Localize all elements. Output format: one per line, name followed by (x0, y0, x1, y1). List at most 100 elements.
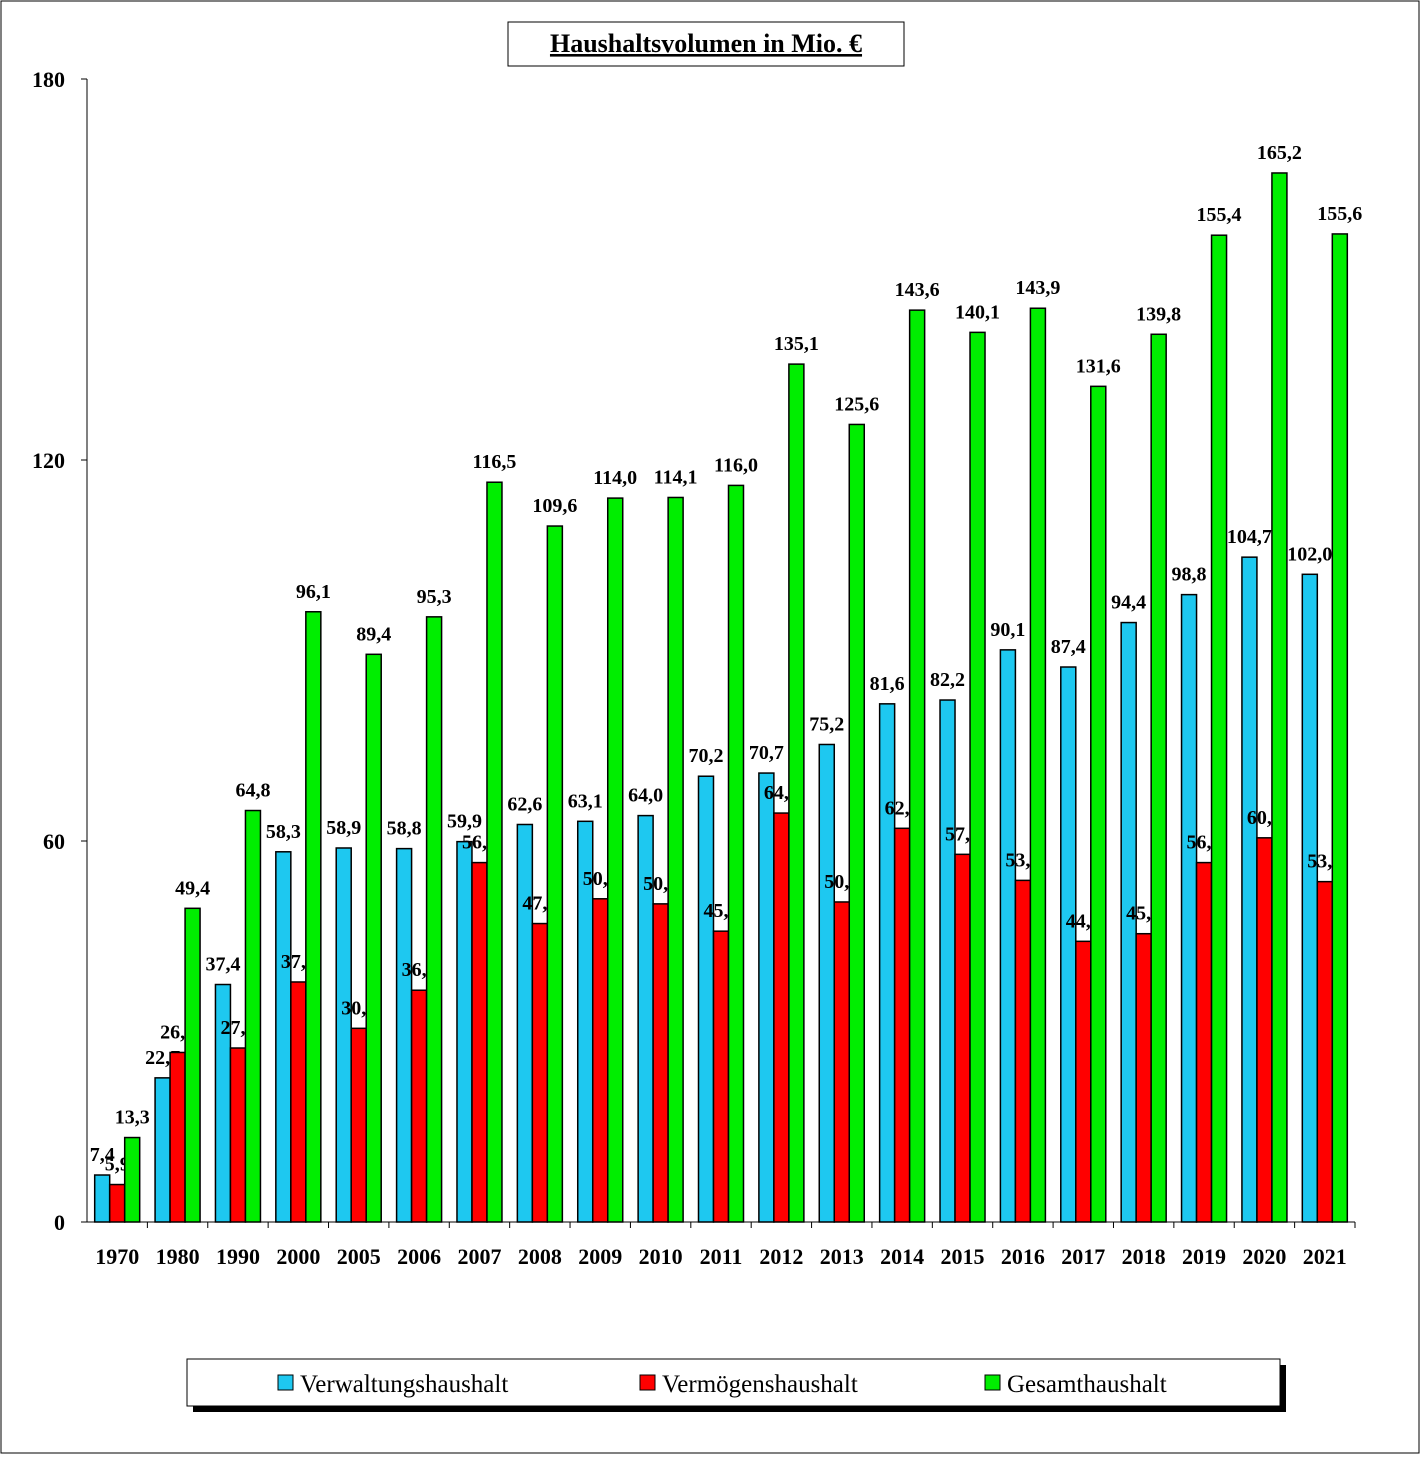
value-label: 155,6 (1317, 203, 1362, 225)
bar (954, 853, 971, 1223)
value-label: 98,8 (1172, 564, 1207, 586)
bar (93, 1174, 111, 1223)
bar (395, 847, 413, 1223)
value-label: 90,1 (990, 619, 1025, 641)
bar (169, 1051, 186, 1223)
value-label: 89,4 (356, 623, 391, 645)
bar (999, 649, 1017, 1223)
legend-swatch (984, 1374, 1001, 1391)
x-tick-label: 1990 (216, 1244, 260, 1269)
y-tick-label: 0 (54, 1210, 65, 1235)
bar (1120, 621, 1137, 1223)
bar (290, 981, 307, 1223)
bar (1195, 861, 1213, 1223)
value-label: 135,1 (774, 333, 819, 355)
bar (123, 1136, 141, 1223)
bar (1331, 233, 1349, 1223)
bar (305, 611, 322, 1223)
x-tick-label: 2006 (397, 1244, 441, 1269)
value-label: 131,6 (1076, 355, 1121, 377)
bar (1060, 666, 1077, 1223)
x-tick-label: 2018 (1122, 1244, 1166, 1269)
bar (486, 481, 503, 1223)
value-label: 143,9 (1015, 277, 1060, 299)
bar (773, 812, 790, 1223)
value-label: 140,1 (955, 301, 1000, 323)
value-label: 104,7 (1227, 526, 1272, 548)
bar (908, 309, 926, 1223)
value-label: 70,7 (749, 742, 784, 764)
x-tick-label: 2017 (1061, 1244, 1105, 1269)
value-label: 62,6 (507, 793, 542, 815)
bar (456, 840, 473, 1223)
x-tick-label: 1970 (95, 1244, 139, 1269)
legend-swatch (277, 1374, 294, 1391)
bar (818, 743, 836, 1223)
bar (184, 907, 201, 1223)
x-tick-label: 2013 (820, 1244, 864, 1269)
x-tick-label: 2014 (880, 1244, 924, 1269)
bar (471, 861, 488, 1223)
value-label: 114,1 (654, 466, 698, 488)
x-tick-label: 2000 (276, 1244, 320, 1269)
value-label: 64,8 (235, 780, 270, 802)
bar (606, 497, 624, 1223)
value-label: 82,2 (930, 669, 965, 691)
bar (365, 653, 382, 1223)
value-label: 5,9 (105, 1154, 130, 1176)
legend-label: Vermögenshaushalt (662, 1371, 858, 1398)
bar (1029, 307, 1047, 1223)
bar (1210, 234, 1228, 1223)
bar (335, 847, 352, 1223)
bar (1180, 593, 1198, 1223)
value-label: 116,0 (714, 454, 758, 476)
value-label: 116,5 (473, 451, 517, 473)
value-label: 64,0 (628, 785, 663, 807)
value-label: 143,6 (895, 279, 940, 301)
x-tick-label: 2019 (1182, 1244, 1226, 1269)
bar (1241, 556, 1258, 1223)
x-tick-label: 2012 (759, 1244, 803, 1269)
bar (939, 699, 956, 1223)
x-tick-label: 2020 (1242, 1244, 1286, 1269)
value-label: 155,4 (1197, 204, 1242, 226)
value-label: 58,3 (266, 821, 301, 843)
x-tick-label: 2011 (700, 1244, 743, 1269)
bar (697, 775, 715, 1223)
x-tick-label: 2005 (337, 1244, 381, 1269)
value-label: 109,6 (532, 495, 577, 517)
bar (833, 901, 851, 1223)
x-tick-label: 1980 (156, 1244, 200, 1269)
value-label: 102,0 (1287, 543, 1332, 565)
y-tick-label: 60 (43, 829, 65, 854)
value-label: 58,8 (387, 818, 422, 840)
bar (546, 525, 564, 1223)
legend-box (186, 1358, 1281, 1407)
bar (652, 903, 669, 1223)
bar (969, 331, 986, 1223)
bar (154, 1077, 171, 1223)
bar (1014, 879, 1032, 1223)
value-label: 59,9 (447, 811, 482, 833)
bar (1316, 880, 1334, 1223)
value-label: 49,4 (175, 877, 210, 899)
x-tick-label: 2015 (941, 1244, 985, 1269)
value-label: 165,2 (1257, 142, 1302, 164)
value-label: 63,1 (568, 790, 603, 812)
y-tick-label: 120 (32, 448, 65, 473)
legend-label: Verwaltungshaushalt (300, 1371, 508, 1398)
x-tick-label: 2009 (578, 1244, 622, 1269)
bar (1135, 932, 1152, 1223)
value-label: 75,2 (809, 713, 844, 735)
bar (727, 484, 745, 1223)
value-label: 114,0 (593, 467, 637, 489)
x-tick-label: 2021 (1303, 1244, 1347, 1269)
value-label: 139,8 (1136, 303, 1181, 325)
bar (758, 772, 775, 1223)
bar (1075, 940, 1092, 1223)
value-label: 96,1 (296, 581, 331, 603)
value-label: 125,6 (834, 393, 879, 415)
x-tick-label: 2007 (457, 1244, 501, 1269)
value-label: 95,3 (417, 586, 452, 608)
